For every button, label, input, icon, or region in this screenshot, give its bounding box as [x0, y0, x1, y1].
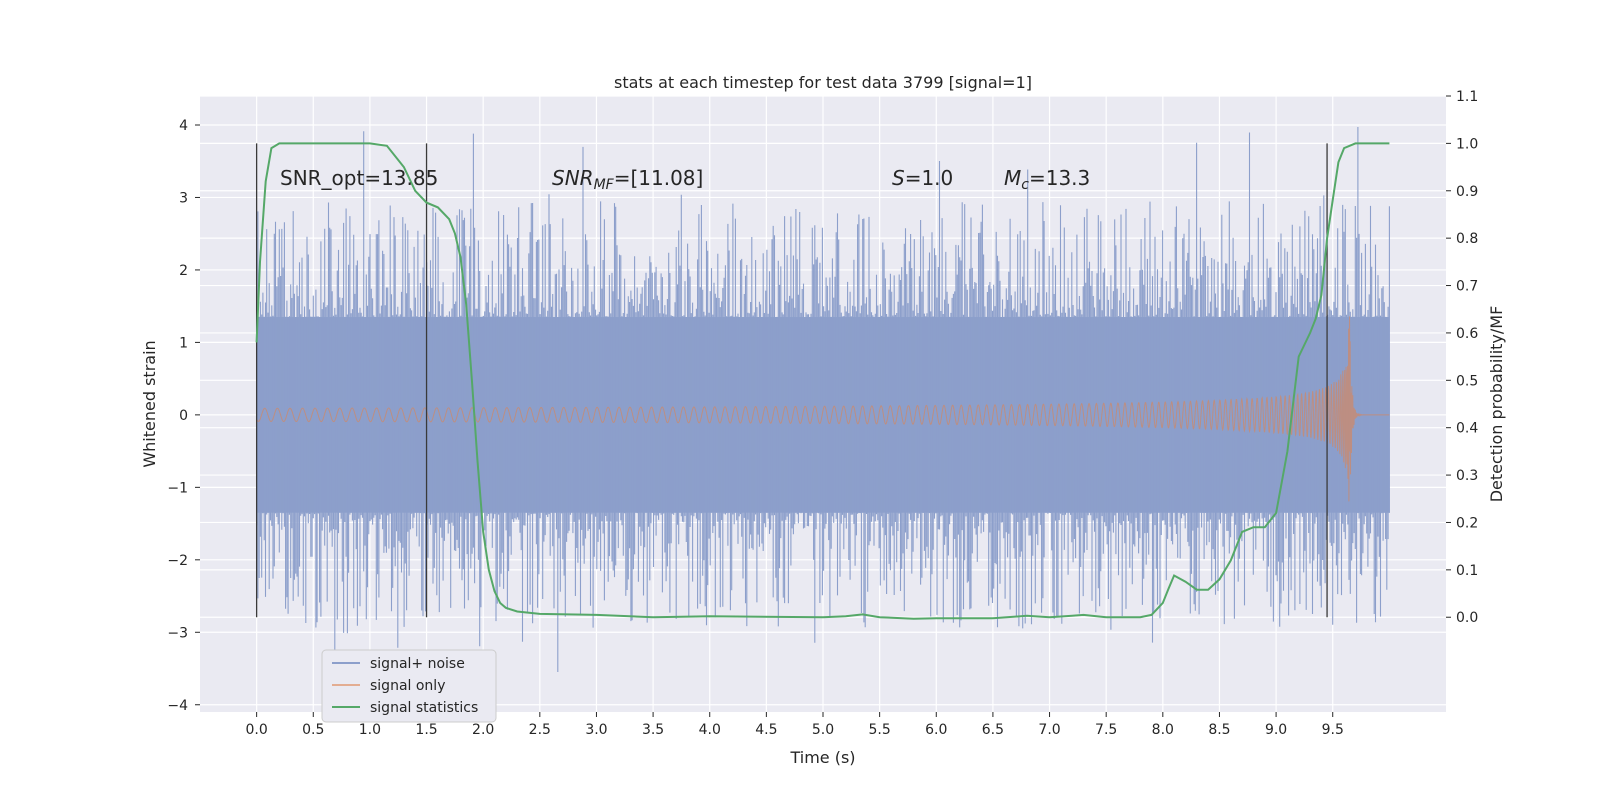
- y-left-tick-label: 2: [179, 263, 188, 279]
- series-signal-only: [256, 316, 1390, 502]
- annotation-s-value: =1.0: [905, 166, 954, 190]
- series-signal-statistics: [255, 142, 1390, 620]
- y-left-tick-label: 4: [179, 118, 188, 134]
- annotation-snr-mf: SNRMF=[11.08]: [552, 166, 703, 193]
- annotation-mc-value: =13.3: [1029, 166, 1090, 190]
- x-tick-label: 3.0: [585, 722, 607, 738]
- annotation-snr-mf-value: =[11.08]: [614, 166, 704, 190]
- x-tick-label: 4.5: [755, 722, 777, 738]
- y-left-tick-label: −4: [167, 698, 188, 714]
- y-right-tick-label: 0.4: [1456, 421, 1478, 437]
- legend: signal+ noise signal only signal statist…: [321, 649, 497, 723]
- x-tick-label: 0.0: [246, 722, 268, 738]
- x-tick-label: 7.0: [1038, 722, 1060, 738]
- x-tick-label: 1.5: [415, 722, 437, 738]
- x-tick-label: 4.0: [699, 722, 721, 738]
- y-right-tick-label: 0.8: [1456, 231, 1478, 247]
- y-right-tick-label: 1.1: [1456, 89, 1478, 105]
- legend-label-signal-noise: signal+ noise: [370, 656, 465, 672]
- y-right-axis-ticks: 1.1 1.0 0.9 0.8 0.7 0.6 0.5 0.4 0.3 0.2 0.1 0.0: [1446, 89, 1478, 626]
- y-right-axis-label: Detection probability/MF: [1487, 306, 1506, 503]
- y-left-tick-label: 1: [179, 335, 188, 351]
- annotation-s-main: S: [892, 166, 905, 190]
- x-tick-label: 7.5: [1095, 722, 1117, 738]
- x-tick-label: 0.5: [302, 722, 324, 738]
- x-tick-label: 9.0: [1265, 722, 1287, 738]
- x-axis-label: Time (s): [789, 748, 855, 767]
- x-tick-label: 5.5: [869, 722, 891, 738]
- y-left-tick-label: 0: [179, 408, 188, 424]
- statistics-line: [255, 142, 1390, 620]
- chirp-line: [256, 316, 1390, 502]
- x-tick-label: 6.5: [982, 722, 1004, 738]
- legend-label-signal-only: signal only: [370, 678, 445, 694]
- y-right-tick-label: 0.2: [1456, 515, 1478, 531]
- x-tick-label: 2.5: [529, 722, 551, 738]
- x-tick-label: 1.0: [359, 722, 381, 738]
- y-right-tick-label: 1.0: [1456, 136, 1478, 152]
- annotation-snr-mf-sub: MF: [594, 177, 615, 193]
- annotation-mc-main: M: [1004, 166, 1021, 190]
- y-left-tick-label: 3: [179, 190, 188, 206]
- y-left-axis-label: Whitened strain: [140, 340, 159, 467]
- y-right-tick-label: 0.1: [1456, 563, 1478, 579]
- annotation-mc: Mc=13.3: [1004, 166, 1090, 193]
- y-right-tick-label: 0.0: [1456, 610, 1478, 626]
- annotation-s: S=1.0: [892, 166, 953, 190]
- vertical-markers: [255, 143, 1328, 618]
- y-left-tick-label: −1: [167, 480, 188, 496]
- y-right-tick-label: 0.3: [1456, 468, 1478, 484]
- x-tick-label: 9.5: [1322, 722, 1344, 738]
- y-right-tick-label: 0.5: [1456, 373, 1478, 389]
- annotation-snr-opt: SNR_opt=13.85: [280, 166, 438, 190]
- annotation-snr-mf-main: SNR: [552, 166, 594, 190]
- x-tick-label: 3.5: [642, 722, 664, 738]
- x-axis-ticks: 0.0 0.5 1.0 1.5 2.0 2.5 3.0 3.5 4.0 4.5 5.0 5.5 6.0 6…: [246, 712, 1344, 738]
- x-tick-label: 5.0: [812, 722, 834, 738]
- x-tick-label: 6.0: [925, 722, 947, 738]
- y-right-tick-label: 0.6: [1456, 326, 1478, 342]
- y-right-tick-label: 0.9: [1456, 184, 1478, 200]
- legend-label-signal-statistics: signal statistics: [370, 700, 478, 716]
- x-tick-label: 8.0: [1152, 722, 1174, 738]
- chart-title: stats at each timestep for test data 379…: [614, 73, 1032, 92]
- y-right-tick-label: 0.7: [1456, 279, 1478, 295]
- y-left-axis-ticks: 4 3 2 1 0 −1 −2 −3 −4: [167, 118, 200, 714]
- y-left-tick-label: −2: [167, 553, 188, 569]
- y-left-tick-label: −3: [167, 625, 188, 641]
- x-tick-label: 2.0: [472, 722, 494, 738]
- annotation-mc-sub: c: [1021, 177, 1029, 193]
- legend-box: [321, 649, 497, 723]
- x-tick-label: 8.5: [1208, 722, 1230, 738]
